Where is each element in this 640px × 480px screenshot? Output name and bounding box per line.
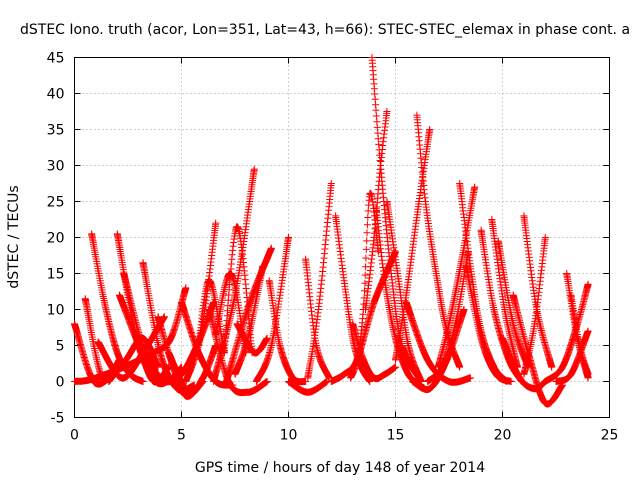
series-markers bbox=[265, 277, 310, 386]
series-markers bbox=[349, 320, 399, 383]
series-pass-41 bbox=[402, 298, 474, 386]
series-pass-44 bbox=[462, 262, 515, 385]
series-markers bbox=[347, 189, 382, 382]
series-pass-35 bbox=[362, 108, 391, 313]
series-pass-24 bbox=[252, 234, 292, 385]
series-pass-28 bbox=[304, 180, 335, 382]
series-pass-34 bbox=[372, 205, 425, 389]
y-tick-label: 30 bbox=[47, 159, 65, 175]
x-axis-label: GPS time / hours of day 148 of year 2014 bbox=[195, 460, 485, 476]
y-tick-label: 35 bbox=[47, 123, 65, 139]
series-markers bbox=[409, 306, 468, 393]
series-pass-51 bbox=[520, 234, 549, 378]
grid-lines bbox=[74, 57, 610, 418]
series-markers bbox=[231, 262, 267, 378]
series-markers bbox=[362, 108, 391, 313]
series-pass-23 bbox=[231, 262, 267, 378]
series-markers bbox=[304, 180, 335, 382]
x-tick-label: 20 bbox=[494, 428, 512, 444]
y-tick-label: 0 bbox=[56, 375, 65, 391]
series-markers bbox=[210, 165, 258, 385]
series-pass-55 bbox=[567, 291, 592, 378]
series-markers bbox=[520, 234, 549, 378]
series-pass-31 bbox=[349, 320, 399, 383]
y-tick-label: -5 bbox=[51, 411, 65, 427]
y-tick-label: 40 bbox=[47, 87, 65, 103]
x-tick-label: 0 bbox=[70, 428, 79, 444]
series-markers bbox=[88, 230, 147, 385]
series-pass-46 bbox=[488, 216, 521, 371]
y-tick-label: 45 bbox=[47, 51, 65, 67]
x-tick-label: 15 bbox=[387, 428, 405, 444]
series-markers bbox=[541, 280, 592, 385]
series-pass-04 bbox=[88, 230, 147, 385]
series-markers bbox=[567, 291, 592, 378]
data-markers bbox=[71, 54, 592, 408]
series-pass-26 bbox=[285, 378, 331, 396]
y-tick-label: 25 bbox=[47, 195, 65, 211]
y-tick-label: 20 bbox=[47, 231, 65, 247]
series-pass-40 bbox=[409, 306, 468, 393]
axis-ticks: 0 5 10 15 20 25 -5 0 5 10 15 20 25 30 35 40 45 bbox=[47, 51, 619, 444]
y-tick-label: 5 bbox=[56, 339, 65, 355]
series-markers bbox=[285, 378, 331, 396]
series-pass-32 bbox=[347, 189, 382, 382]
y-tick-label: 10 bbox=[47, 303, 65, 319]
x-tick-label: 25 bbox=[601, 428, 619, 444]
series-pass-43 bbox=[434, 183, 479, 371]
chart-title: dSTEC Iono. truth (acor, Lon=351, Lat=43… bbox=[20, 22, 630, 38]
y-tick-label: 15 bbox=[47, 267, 65, 283]
series-pass-52 bbox=[541, 280, 592, 385]
series-markers bbox=[434, 183, 479, 371]
series-pass-20 bbox=[210, 165, 258, 385]
series-markers bbox=[252, 234, 292, 385]
series-markers bbox=[488, 216, 521, 371]
x-tick-label: 5 bbox=[177, 428, 186, 444]
series-pass-25 bbox=[265, 277, 310, 386]
series-markers bbox=[372, 205, 425, 389]
series-markers bbox=[402, 298, 474, 386]
series-markers bbox=[462, 262, 515, 385]
y-axis-label: dSTEC / TECUs bbox=[6, 185, 22, 288]
x-tick-label: 10 bbox=[280, 428, 298, 444]
